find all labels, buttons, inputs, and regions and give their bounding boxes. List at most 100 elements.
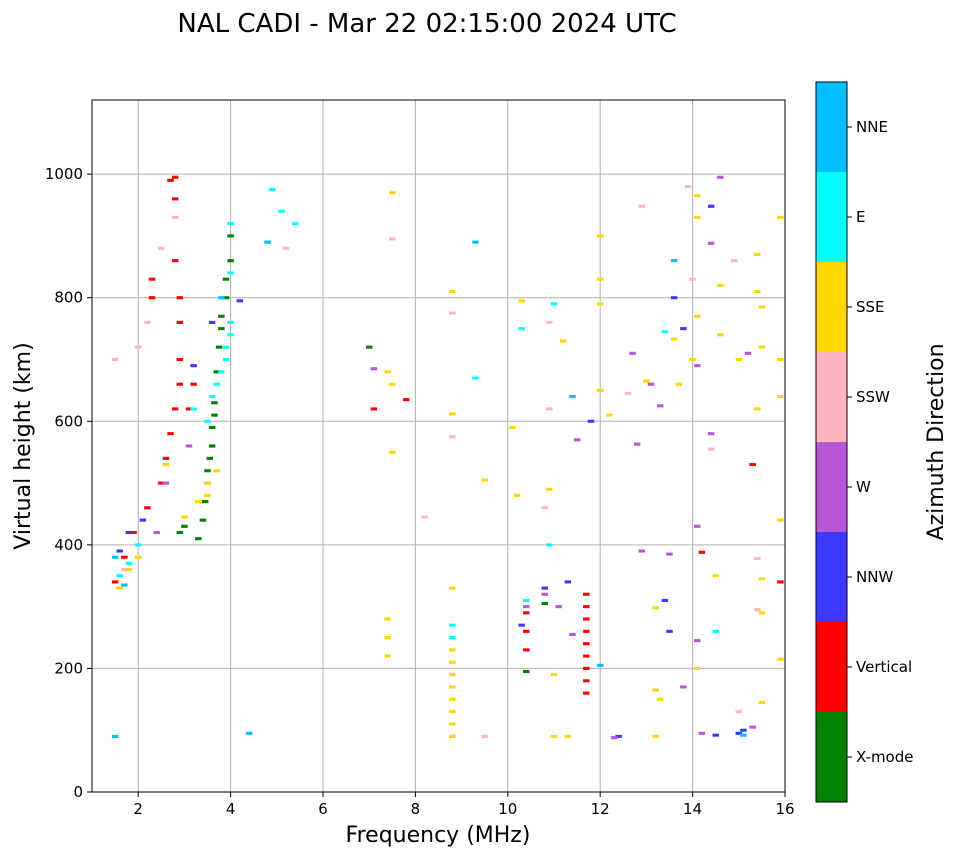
point-w: [666, 552, 673, 556]
point-x-mode: [215, 345, 223, 349]
point-ssw: [121, 568, 128, 572]
point-nnw: [190, 364, 197, 368]
point-sse: [643, 379, 650, 383]
point-nnw: [666, 629, 673, 633]
point-vertical: [777, 580, 784, 584]
point-ssw: [546, 407, 553, 411]
point-nnw: [707, 204, 715, 208]
point-sse: [384, 654, 391, 658]
point-sse: [546, 487, 553, 491]
point-nnw: [116, 549, 123, 553]
point-x-mode: [176, 530, 184, 535]
point-sse: [596, 388, 604, 392]
point-vertical: [185, 407, 193, 411]
point-nnw: [670, 296, 678, 300]
point-w: [610, 736, 618, 740]
point-vertical: [190, 382, 197, 386]
point-vertical: [171, 407, 179, 411]
point-ssw: [638, 204, 646, 208]
point-nne: [472, 240, 479, 244]
point-nnw: [615, 734, 622, 738]
azimuth-colorbar: X-mode Vertical NNW W SSW SSE E NNE: [815, 81, 913, 803]
colorbar-category-label: W: [856, 478, 871, 496]
point-vertical: [130, 530, 137, 535]
point-nnw: [587, 419, 595, 423]
point-nne: [111, 555, 119, 559]
point-ssw: [449, 435, 456, 439]
point-ssw: [684, 184, 692, 189]
y-axis-ticks: 0 200 400 600 800 1000: [45, 165, 92, 801]
point-vertical: [583, 654, 590, 658]
point-sse: [213, 469, 220, 473]
point-ssw: [449, 311, 456, 315]
point-e: [712, 629, 719, 633]
point-ssw: [754, 556, 761, 560]
point-w: [744, 351, 752, 355]
point-sse: [777, 357, 784, 362]
point-ssw: [546, 320, 553, 324]
point-e: [222, 357, 230, 362]
point-x-mode: [211, 413, 218, 417]
point-e: [268, 188, 276, 192]
point-w: [638, 549, 646, 553]
point-vertical: [176, 357, 184, 362]
point-sse: [596, 277, 604, 281]
point-nnw: [518, 623, 525, 627]
point-e: [449, 623, 456, 627]
colorbar-segment: [816, 172, 847, 262]
point-vertical: [121, 555, 128, 559]
point-w: [647, 382, 655, 386]
point-nne: [569, 395, 576, 399]
point-e: [213, 382, 220, 386]
point-vertical: [167, 432, 174, 436]
point-ssw: [754, 608, 761, 612]
point-sse: [596, 302, 604, 306]
y-tick-label: 1000: [45, 165, 83, 183]
point-sse: [195, 500, 202, 504]
point-sse: [449, 734, 456, 738]
point-nnw: [564, 580, 572, 584]
point-ssw: [624, 391, 632, 396]
point-sse: [384, 635, 391, 640]
point-vertical: [171, 197, 179, 201]
point-x-mode: [206, 456, 214, 460]
point-vertical: [171, 175, 179, 179]
point-nne: [670, 259, 678, 263]
point-sse: [693, 194, 701, 198]
point-x-mode: [541, 602, 548, 606]
x-axis-label: Frequency (MHz): [346, 823, 531, 848]
point-w: [680, 685, 687, 689]
point-sse: [596, 234, 604, 238]
x-axis-ticks: 2 4 6 8 10 12 14 16: [133, 792, 795, 818]
data-points: [111, 175, 784, 740]
point-x-mode: [211, 401, 218, 405]
point-sse: [754, 407, 761, 411]
point-ssw: [282, 246, 290, 250]
point-w: [698, 731, 706, 735]
point-vertical: [583, 592, 590, 596]
point-w: [162, 481, 170, 485]
point-vertical: [162, 456, 170, 460]
point-sse: [754, 289, 761, 294]
point-ssw: [158, 246, 165, 250]
point-vertical: [583, 642, 590, 646]
point-sse: [449, 685, 456, 689]
colorbar-category-label: NNE: [856, 118, 888, 136]
point-vertical: [523, 611, 530, 615]
point-sse: [125, 568, 133, 572]
point-e: [227, 271, 234, 275]
point-vertical: [176, 382, 184, 386]
point-sse: [513, 493, 521, 497]
colorbar-label: Azimuth Direction: [924, 343, 949, 540]
y-tick-label: 200: [54, 659, 83, 677]
colorbar-segment: [816, 442, 847, 532]
point-sse: [181, 515, 188, 519]
point-sse: [675, 382, 682, 386]
x-tick-label: 6: [318, 800, 328, 818]
point-ssw: [111, 357, 119, 362]
point-nnw: [680, 327, 687, 331]
point-w: [707, 432, 715, 436]
point-w: [569, 632, 576, 636]
x-tick-label: 14: [683, 800, 702, 818]
point-e: [218, 370, 225, 374]
